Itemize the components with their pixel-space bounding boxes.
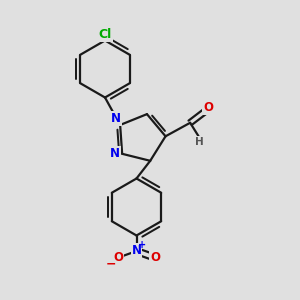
- Text: O: O: [203, 101, 213, 114]
- Text: N: N: [110, 147, 120, 160]
- Text: O: O: [113, 251, 123, 264]
- Text: Cl: Cl: [98, 28, 112, 41]
- Text: +: +: [138, 239, 146, 250]
- Text: −: −: [106, 257, 116, 270]
- Text: N: N: [131, 244, 142, 257]
- Text: O: O: [150, 251, 160, 264]
- Text: N: N: [111, 112, 121, 125]
- Text: H: H: [195, 137, 204, 147]
